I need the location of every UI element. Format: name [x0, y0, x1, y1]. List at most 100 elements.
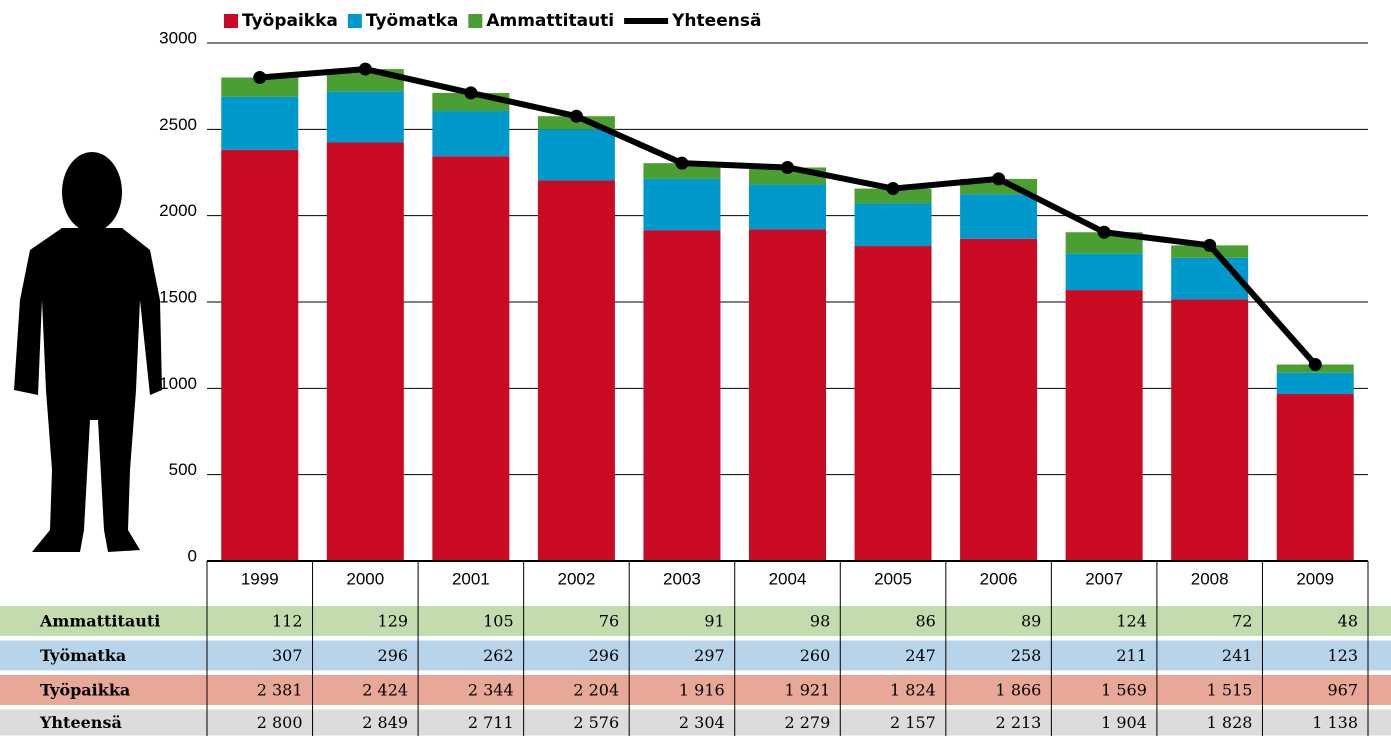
table-cell: 1 515	[1207, 681, 1253, 700]
table-row-bg	[0, 606, 1391, 636]
total-point	[1098, 226, 1111, 239]
table-cell: 241	[1222, 646, 1253, 665]
table-cell: 296	[589, 646, 620, 665]
table-cell: 307	[272, 646, 303, 665]
table-cell: 2 381	[257, 681, 303, 700]
table-cell: 123	[1327, 646, 1358, 665]
bar-segment	[538, 129, 615, 180]
x-tick-label: 2008	[1191, 569, 1229, 588]
bar-segment	[1066, 254, 1143, 290]
table-cell: 76	[599, 612, 619, 631]
table-cell: 129	[378, 612, 409, 631]
total-point	[887, 182, 900, 195]
legend-swatch	[348, 14, 362, 28]
table-cell: 72	[1232, 612, 1252, 631]
table-cell: 247	[905, 646, 936, 665]
x-tick-label: 2002	[557, 569, 595, 588]
total-point	[464, 86, 477, 99]
y-tick-label: 0	[188, 546, 197, 565]
x-tick-label: 2006	[980, 569, 1018, 588]
total-point	[1309, 358, 1322, 371]
table-cell: 262	[483, 646, 514, 665]
legend-label: Työpaikka	[242, 11, 338, 31]
x-tick-label: 2000	[346, 569, 384, 588]
bar-segment	[538, 180, 615, 561]
row-label: Ammattitauti	[39, 612, 160, 631]
table-cell: 258	[1011, 646, 1042, 665]
x-tick-label: 2003	[663, 569, 701, 588]
total-point	[675, 157, 688, 170]
silhouette	[14, 152, 162, 552]
table-cell: 112	[272, 612, 303, 631]
table-cell: 2 204	[573, 681, 619, 700]
bar-segment	[327, 91, 404, 142]
table-cell: 91	[704, 612, 724, 631]
total-point	[1203, 239, 1216, 252]
table-cell: 1 916	[679, 681, 725, 700]
x-tick-label: 2004	[769, 569, 807, 588]
total-point	[992, 172, 1005, 185]
table-cell: 124	[1116, 612, 1147, 631]
table-cell: 2 849	[362, 713, 408, 732]
y-tick-label: 3000	[159, 28, 197, 47]
bar-segment	[221, 150, 298, 561]
table-cell: 2 344	[468, 681, 514, 700]
legend-swatch	[468, 14, 482, 28]
table-cell: 967	[1327, 681, 1358, 700]
bar-segment	[749, 229, 826, 561]
legend-swatch	[224, 14, 238, 28]
y-tick-label: 2500	[159, 115, 197, 134]
row-label: Työmatka	[40, 646, 126, 665]
table-cell: 2 711	[468, 713, 514, 732]
table-cell: 1 828	[1207, 713, 1253, 732]
table-cell: 2 279	[784, 713, 830, 732]
x-tick-label: 2005	[874, 569, 912, 588]
table-cell: 296	[378, 646, 409, 665]
table-cell: 1 569	[1101, 681, 1147, 700]
y-tick-label: 500	[169, 460, 197, 479]
row-label: Työpaikka	[40, 681, 130, 700]
table-cell: 2 576	[573, 713, 619, 732]
row-label: Yhteensä	[39, 713, 122, 732]
table-cell: 2 424	[362, 681, 408, 700]
table-cell: 1 824	[890, 681, 936, 700]
bar-segment	[1277, 373, 1354, 394]
bar-segment	[960, 194, 1037, 239]
bar-segment	[327, 142, 404, 561]
table-cell: 2 304	[679, 713, 725, 732]
total-point	[253, 71, 266, 84]
table-cell: 260	[800, 646, 831, 665]
bar-segment	[1171, 299, 1248, 561]
x-tick-label: 2007	[1085, 569, 1123, 588]
x-tick-label: 2001	[452, 569, 490, 588]
table-cell: 1 866	[996, 681, 1042, 700]
x-tick-label: 1999	[241, 569, 279, 588]
bar-segment	[643, 230, 720, 561]
bar-segment	[855, 203, 932, 246]
table-cell: 2 157	[890, 713, 936, 732]
table-cell: 211	[1116, 646, 1147, 665]
bar-segment	[855, 246, 932, 561]
total-point	[781, 161, 794, 174]
legend-label: Yhteensä	[671, 11, 761, 31]
table-cell: 48	[1338, 612, 1358, 631]
table-cell: 1 904	[1101, 713, 1147, 732]
chart: 0500100015002000250030001999200020012002…	[0, 0, 1391, 736]
x-tick-label: 2009	[1296, 569, 1334, 588]
table-cell: 2 800	[257, 713, 303, 732]
bar-segment	[960, 239, 1037, 561]
bar-segment	[1066, 290, 1143, 561]
bar-segment	[1277, 394, 1354, 561]
total-point	[570, 110, 583, 123]
bar-segment	[432, 156, 509, 561]
bar-segment	[643, 179, 720, 230]
legend-label: Ammattitauti	[486, 11, 614, 31]
total-point	[359, 63, 372, 76]
table-cell: 1 138	[1312, 713, 1358, 732]
bar-segment	[432, 111, 509, 156]
table-cell: 105	[483, 612, 514, 631]
bar-segment	[749, 184, 826, 229]
table-cell: 98	[810, 612, 830, 631]
bar-segment	[221, 97, 298, 150]
table-cell: 89	[1021, 612, 1041, 631]
